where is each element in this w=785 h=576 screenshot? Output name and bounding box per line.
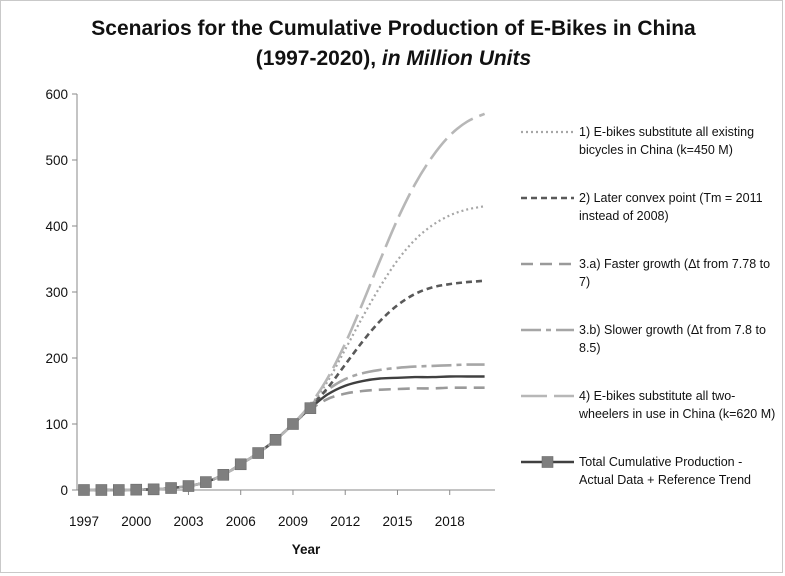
legend-label-6-line2: Actual Data + Reference Trend <box>579 473 751 487</box>
legend-label-5-line2: wheelers in use in China (k=620 M) <box>578 407 775 421</box>
y-tick-label: 400 <box>45 219 68 234</box>
x-tick-label: 2000 <box>121 514 151 529</box>
data-point-marker <box>130 483 143 496</box>
x-axis-title: Year <box>292 542 321 557</box>
series-line-1 <box>84 205 485 492</box>
legend-label-3-line1: 3.a) Faster growth (Δt from 7.78 to <box>579 257 770 271</box>
legend-label-5-line1: 4) E-bikes substitute all two- <box>579 389 735 403</box>
legend-label-4-line1: 3.b) Slower growth (Δt from 7.8 to <box>579 323 766 337</box>
legend-key-marker <box>541 456 554 468</box>
data-point-marker <box>287 418 299 430</box>
x-tick-label: 2018 <box>435 514 465 529</box>
data-point-marker <box>304 402 317 414</box>
y-tick-label: 200 <box>45 351 68 366</box>
series-line-5 <box>84 112 486 492</box>
series-line-3 <box>84 386 485 492</box>
x-tick-label: 2006 <box>226 514 256 529</box>
data-point-marker <box>78 484 90 496</box>
legend-label-3-line2: 7) <box>579 275 590 289</box>
data-point-marker <box>95 484 108 496</box>
data-point-marker <box>182 480 195 492</box>
legend-label-4-line2: 8.5) <box>579 341 601 355</box>
data-point-marker <box>269 434 282 446</box>
chart-title-units: in Million Units <box>381 47 532 70</box>
data-point-marker <box>200 476 212 488</box>
chart-series-layer <box>78 112 486 496</box>
legend-label-1-line2: bicycles in China (k=450 M) <box>579 143 733 157</box>
chart-title-years: (1997-2020), <box>255 47 377 70</box>
x-tick-label: 2015 <box>382 514 412 529</box>
chart-title-line2: (1997-2020), in Million Units <box>1 47 785 71</box>
data-point-marker <box>252 447 264 459</box>
data-point-marker <box>217 469 230 481</box>
y-tick-label: 600 <box>45 87 68 102</box>
x-tick-label: 2003 <box>173 514 203 529</box>
data-point-marker <box>165 482 177 494</box>
y-tick-label: 300 <box>45 285 68 300</box>
x-tick-label: 2012 <box>330 514 360 529</box>
y-tick-label: 0 <box>60 483 68 498</box>
data-point-marker <box>234 458 247 471</box>
x-tick-label: 2009 <box>278 514 308 529</box>
series-line-4 <box>84 363 485 492</box>
x-tick-label: 1997 <box>69 514 99 529</box>
data-point-marker <box>147 483 160 496</box>
legend-label-1-line1: 1) E-bikes substitute all existing <box>579 125 754 139</box>
legend-label-2-line2: instead of 2008) <box>579 209 669 223</box>
legend-label-6-line1: Total Cumulative Production - <box>579 455 742 469</box>
y-tick-label: 500 <box>45 153 68 168</box>
chart-axes: 0 100 200 300 400 500 600 1997 2000 2003 2006 2009 2… <box>45 87 495 557</box>
chart-legend: 1) E-bikes substitute all existing bicycl… <box>521 125 775 487</box>
data-point-marker <box>113 484 125 496</box>
chart-title-line1: Scenarios for the Cumulative Production … <box>91 17 696 40</box>
series-line-2 <box>84 279 485 492</box>
legend-label-2-line1: 2) Later convex point (Tm = 2011 <box>579 191 763 205</box>
y-tick-label: 100 <box>45 417 68 432</box>
